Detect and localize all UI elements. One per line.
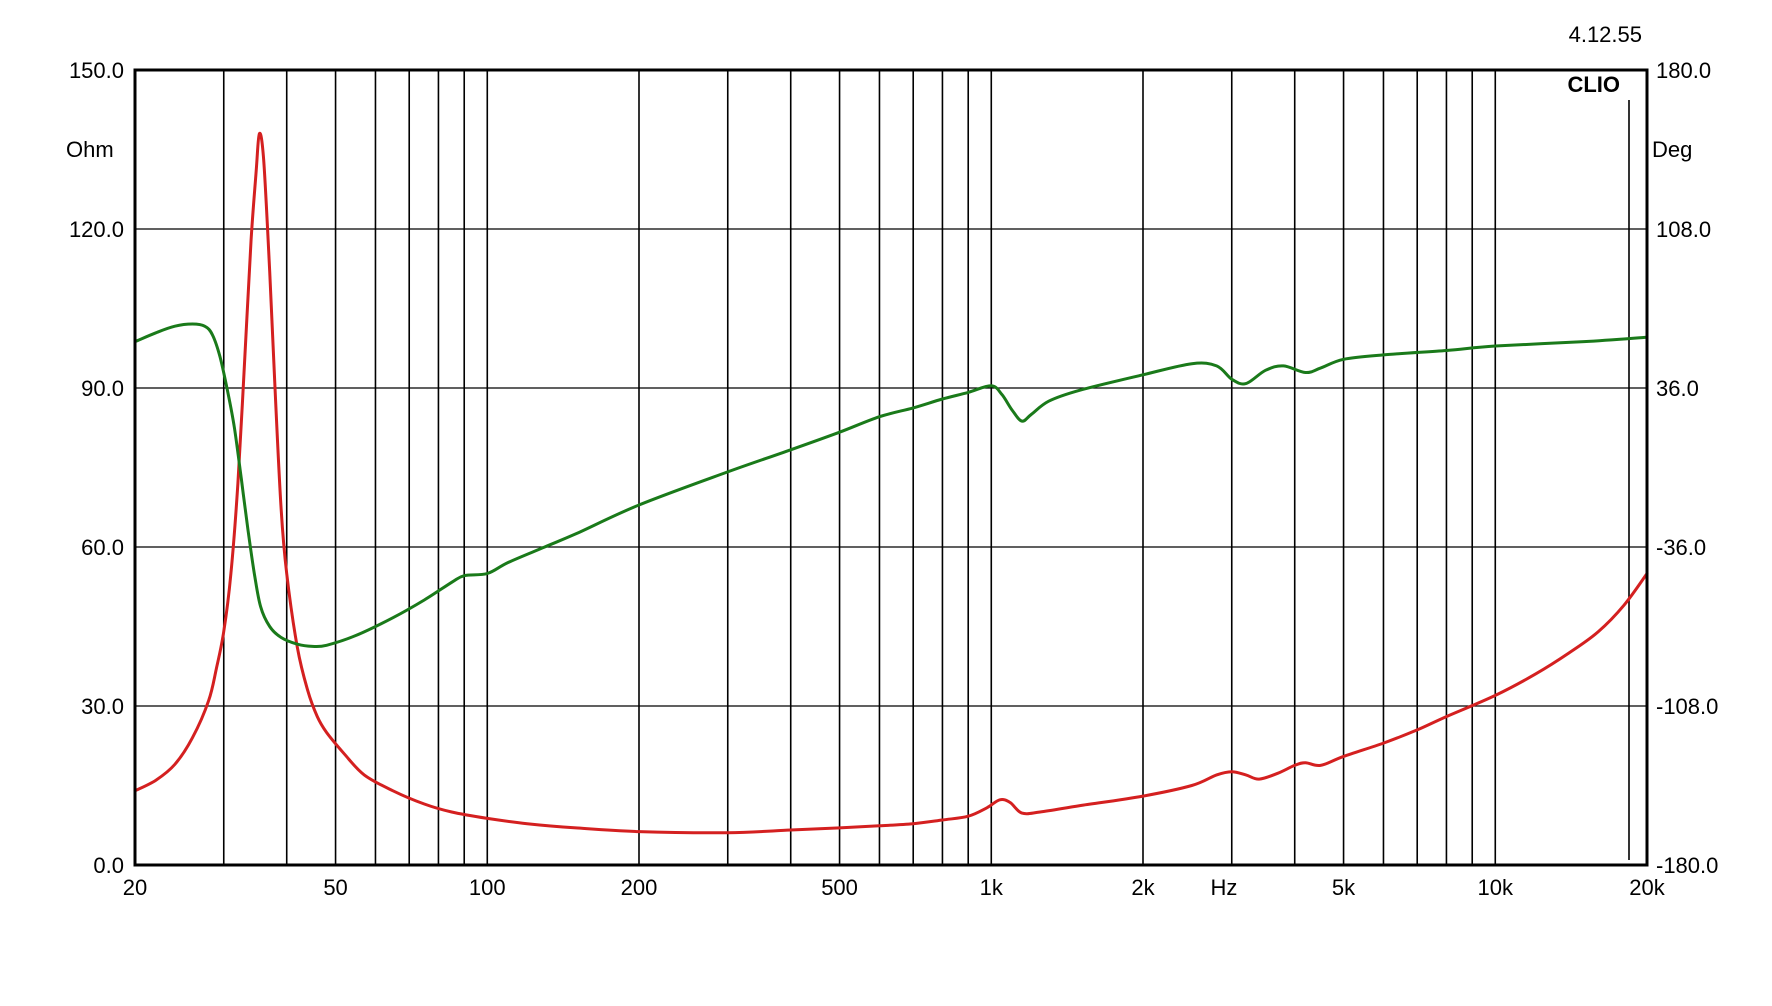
y-right-tick-label: -108.0 <box>1656 694 1718 719</box>
impedance-curve <box>133 131 1649 835</box>
x-unit-label: Hz <box>1211 875 1238 900</box>
y-left-tick-label: 60.0 <box>81 535 124 560</box>
series-layer <box>133 131 1649 835</box>
x-tick-label: 100 <box>469 875 506 900</box>
y-right-tick-label: -36.0 <box>1656 535 1706 560</box>
version-label: 4.12.55 <box>1569 22 1642 47</box>
y-left-tick-label: 30.0 <box>81 694 124 719</box>
x-tick-label: 50 <box>323 875 347 900</box>
y-left-axis-label: Ohm <box>66 137 114 162</box>
y-left-tick-label: 0.0 <box>93 853 124 878</box>
y-right-tick-label: 108.0 <box>1656 217 1711 242</box>
y-right-tick-label: 36.0 <box>1656 376 1699 401</box>
x-tick-label: 500 <box>821 875 858 900</box>
phase-curve <box>133 322 1649 649</box>
x-tick-label: 2k <box>1131 875 1155 900</box>
y-right-tick-label: 180.0 <box>1656 58 1711 83</box>
axis-labels: 20 50 100 200 500 1k 2k 5k 10k 20k 0.0 30.0 60.0 90.0… <box>69 58 1718 900</box>
clio-logo: CLIO <box>1567 72 1620 97</box>
y-left-tick-label: 150.0 <box>69 58 124 83</box>
y-left-tick-label: 90.0 <box>81 376 124 401</box>
x-tick-label: 10k <box>1478 875 1514 900</box>
x-tick-label: 200 <box>621 875 658 900</box>
plot-frame <box>133 68 1649 867</box>
x-tick-label: 1k <box>980 875 1004 900</box>
grid-lines <box>135 70 1647 865</box>
x-tick-label: 5k <box>1332 875 1356 900</box>
x-tick-label: 20 <box>123 875 147 900</box>
x-tick-label: 20k <box>1629 875 1665 900</box>
y-left-tick-label: 120.0 <box>69 217 124 242</box>
y-right-axis-label: Deg <box>1652 137 1692 162</box>
y-right-tick-label: -180.0 <box>1656 853 1718 878</box>
